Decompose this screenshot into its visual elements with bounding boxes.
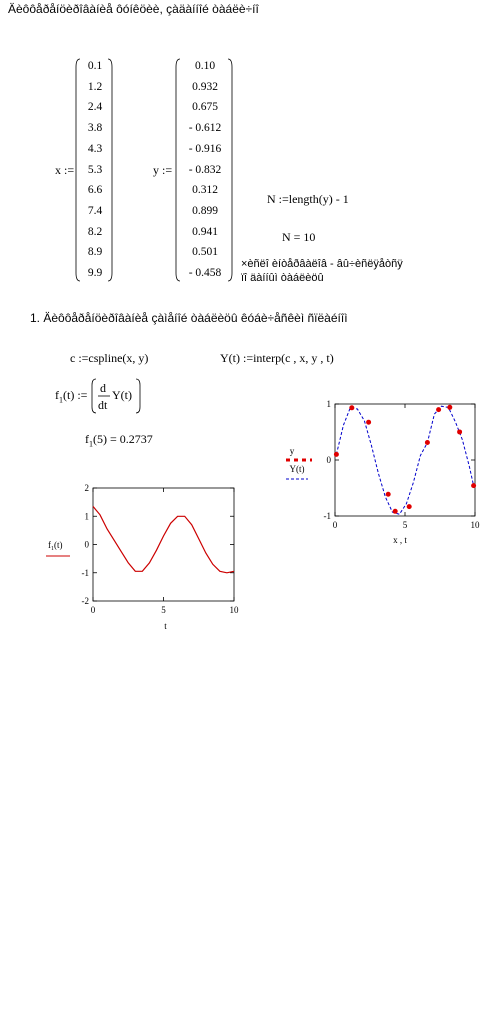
legend-y-label: y [290,446,295,456]
derivative-dt: dt [98,398,108,412]
x-value-2: 2.4 [87,101,103,114]
y-tick-label: -2 [82,596,90,606]
y-vector-values[interactable]: 0.10 0.932 0.675 - 0.612 - 0.916 - 0.832 0.312… [180,56,230,284]
x-tick-label: 5 [403,520,408,530]
data-point [436,407,442,413]
y-value-7: 0.899 [192,204,218,217]
y-value-4: - 0.916 [188,142,222,155]
y-value-3: - 0.612 [188,122,222,135]
data-point [457,429,463,435]
f1-subscript: 1 [59,395,63,405]
y-tick-label: -1 [324,511,332,521]
derivative-parens [91,378,141,414]
y-tick-label: 0 [85,540,90,550]
x-vector-values[interactable]: 0.1 1.2 2.4 3.8 4.3 5.3 6.6 7.4 8.2 8.9 9.9 [80,56,110,284]
y-value-9: 0.501 [192,246,218,259]
f1-definition-lhs[interactable]: f1(t) := [55,388,87,404]
derivative-d: d [100,381,106,395]
x-value-8: 8.2 [87,225,103,238]
x-tick-label: 0 [91,605,96,615]
data-point [406,504,412,510]
data-point [385,491,391,497]
note-line-2: ïî äàííûì òàáëèöû [241,272,324,284]
x-value-6: 6.6 [87,184,103,197]
y-value-6: 0.312 [192,184,218,197]
x-value-9: 8.9 [87,246,103,259]
section-title: 1. Äèôôåðåíöèðîâàíèå çàìåíîé òàáëèöû êóá… [30,311,348,325]
x-axis-label: x , t [393,535,407,545]
y-tick-label: 1 [327,399,332,409]
data-point [366,419,372,425]
data-point [447,404,453,410]
x-tick-label: 0 [333,520,338,530]
spline-chart[interactable]: 10-10 5 10x , tyY(t) [280,398,485,550]
n-result[interactable]: N = 10 [282,230,316,244]
page-heading: Äèôôåðåíöèðîâàíèå ôóíêöèè, çàäàííîé òàáë… [8,2,259,16]
data-point [349,405,355,411]
f1-eval-result: (5) = 0.2737 [93,432,153,446]
cspline-definition[interactable]: c :=cspline(x, y) [70,351,149,365]
f1-name: f [55,388,59,402]
x-axis-label: t [164,621,167,631]
spline-line [335,405,475,515]
y-vector-brackets [175,58,233,282]
n-definition[interactable]: N :=length(y) - 1 [267,192,349,206]
y-value-8: 0.941 [192,225,218,238]
y-tick-label: 2 [85,483,90,493]
x-vector-brackets [75,58,113,282]
legend-Y-label: Y(t) [290,464,305,474]
f1-evaluation[interactable]: f1(5) = 0.2737 [85,432,153,448]
x-tick-label: 10 [471,520,481,530]
note-line-1: ×èñëî èíòåðâàëîâ - âû÷èñëÿåòñÿ [241,258,403,270]
derivative-function: Y(t) [112,388,132,402]
x-tick-label: 10 [230,605,240,615]
y-value-10: - 0.458 [188,267,222,280]
f1-eval-subscript: 1 [89,439,93,449]
x-value-3: 3.8 [87,122,103,135]
y-value-5: - 0.832 [188,163,222,176]
plot-frame [334,403,476,517]
x-value-5: 5.3 [87,163,103,176]
y-tick-label: 1 [85,511,90,521]
y-tick-label: 0 [327,455,332,465]
x-value-0: 0.1 [87,60,103,72]
interp-definition[interactable]: Y(t) :=interp(c , x, y , t) [220,351,334,365]
legend-f1-label: f1(t) [48,540,63,552]
x-value-10: 9.9 [87,267,103,280]
y-value-0: 0.10 [194,60,216,72]
data-point [471,483,477,489]
y-tick-label: -1 [82,568,90,578]
x-value-4: 4.3 [87,142,103,155]
x-tick-label: 5 [161,605,166,615]
data-point [424,440,430,446]
data-point [333,451,339,457]
plot-frame [92,487,235,602]
x-value-7: 7.4 [87,204,103,217]
y-assign-label: y := [153,163,173,177]
x-assign-label: x := [55,163,75,177]
y-value-2: 0.675 [192,101,218,114]
f1-arg-assign: (t) := [63,388,88,402]
x-value-1: 1.2 [87,80,103,93]
derivative-line [92,506,235,574]
f1-eval-name: f [85,432,89,446]
data-point [392,508,398,514]
y-value-1: 0.932 [192,80,218,93]
